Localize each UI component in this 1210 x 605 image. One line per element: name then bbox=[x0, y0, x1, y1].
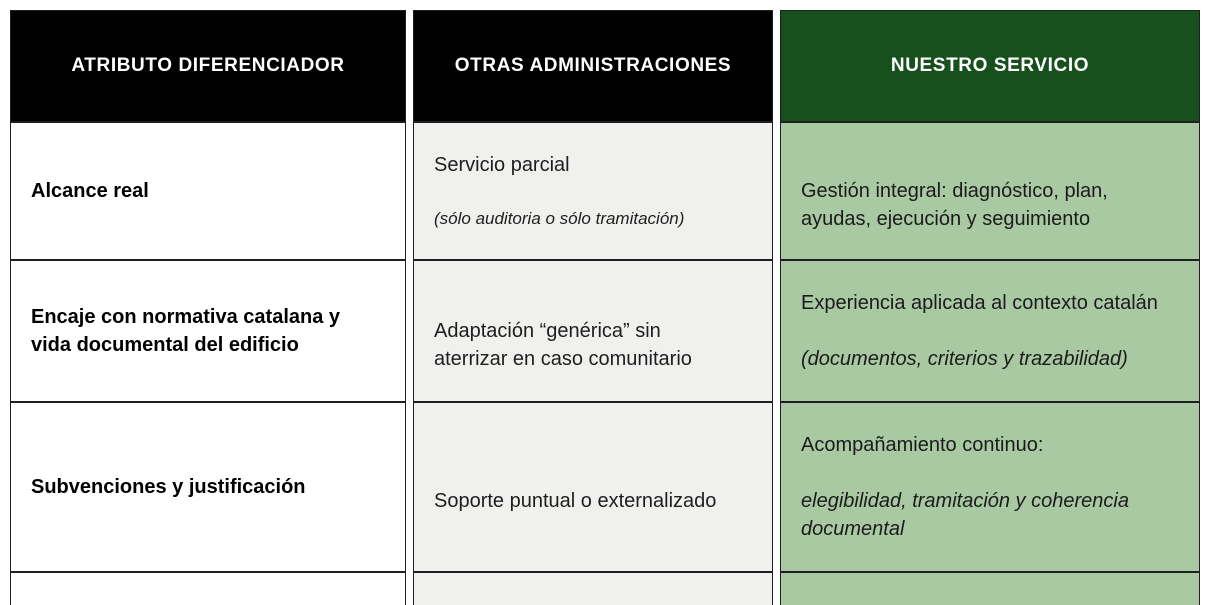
ours-italic-text: (documentos, criterios y trazabilidad) bbox=[801, 347, 1128, 370]
others-main-text: Servicio parcial bbox=[434, 154, 570, 176]
table-header-row: ATRIBUTO DIFERENCIADOR OTRAS ADMINISTRAC… bbox=[10, 10, 1200, 122]
others-note-text: (sólo auditoria o sólo tramitación) bbox=[434, 209, 685, 228]
cell-others: Adaptación “genérica” sin aterrizar en c… bbox=[413, 259, 773, 402]
cell-attribute: Coordinación de agentes bbox=[10, 571, 406, 605]
comparison-table: ATRIBUTO DIFERENCIADOR OTRAS ADMINISTRAC… bbox=[3, 10, 1207, 605]
header-otras-administraciones: OTRAS ADMINISTRACIONES bbox=[413, 10, 773, 122]
ours-italic-text: elegibilidad, tramitación y coherencia d… bbox=[801, 489, 1129, 540]
cell-attribute: Subvenciones y justificación bbox=[10, 401, 406, 572]
others-main-text: Soporte puntual o externalizado bbox=[434, 489, 717, 512]
cell-others: Servicio parcial (sólo auditoria o sólo … bbox=[413, 122, 773, 260]
cell-attribute: Alcance real bbox=[10, 122, 406, 260]
table-row-encaje-normativa: Encaje con normativa catalana y vida doc… bbox=[10, 259, 1200, 402]
ours-main-text: Acompañamiento continuo: bbox=[801, 433, 1044, 456]
others-main-text: Adaptación “genérica” sin aterrizar en c… bbox=[434, 319, 692, 370]
cell-others: Soporte puntual o externalizado bbox=[413, 401, 773, 572]
table-row-coordinacion: Coordinación de agentes Más carga para l… bbox=[10, 571, 1200, 605]
header-atributo-diferenciador: ATRIBUTO DIFERENCIADOR bbox=[10, 10, 406, 122]
cell-attribute: Encaje con normativa catalana y vida doc… bbox=[10, 259, 406, 402]
table-row-subvenciones: Subvenciones y justificación Soporte pun… bbox=[10, 401, 1200, 572]
cell-ours: Experiencia aplicada al contexto catalán… bbox=[780, 259, 1200, 402]
cell-ours: Un solo interlocutor: coordinación de té… bbox=[780, 571, 1200, 605]
cell-others: Más carga para la comunidad bbox=[413, 571, 773, 605]
ours-main-text: Experiencia aplicada al contexto catalán bbox=[801, 291, 1158, 314]
slide-canvas: ATRIBUTO DIFERENCIADOR OTRAS ADMINISTRAC… bbox=[0, 10, 1210, 605]
ours-main-text: Gestión integral: diagnóstico, plan, ayu… bbox=[801, 179, 1108, 230]
cell-ours: Acompañamiento continuo: elegibilidad, t… bbox=[780, 401, 1200, 572]
cell-ours: Gestión integral: diagnóstico, plan, ayu… bbox=[780, 122, 1200, 260]
header-nuestro-servicio: NUESTRO SERVICIO bbox=[780, 10, 1200, 122]
table-row-alcance-real: Alcance real Servicio parcial (sólo audi… bbox=[10, 122, 1200, 260]
